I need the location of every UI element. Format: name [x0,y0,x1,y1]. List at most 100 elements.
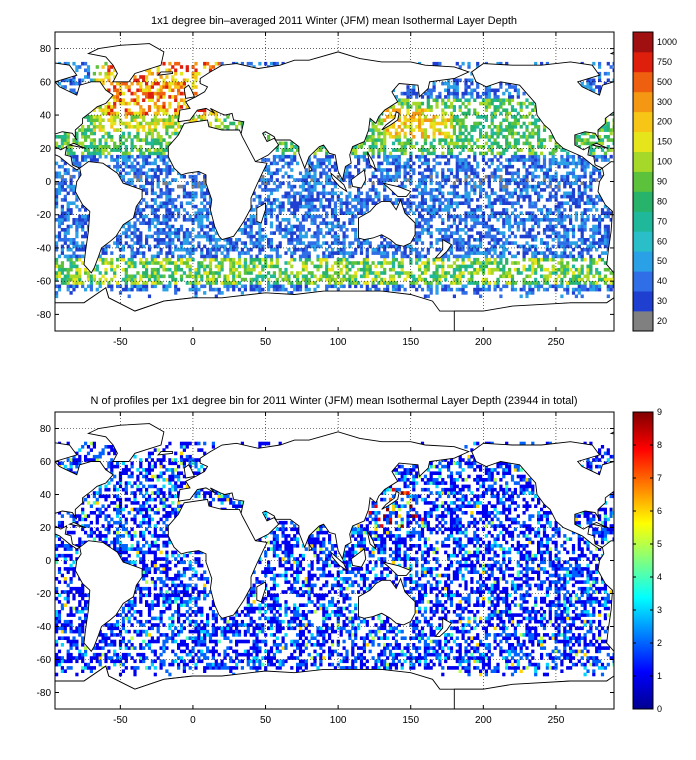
data-cell [400,145,404,149]
data-cell [252,284,256,289]
data-cell [269,247,274,252]
data-cell [496,131,500,136]
data-cell [470,261,474,265]
data-cell [188,191,192,196]
data-cell [400,201,404,205]
data-cell [397,264,401,269]
data-cell [493,154,497,159]
data-cell [441,267,445,272]
data-cell [345,271,349,275]
data-cell [571,271,576,275]
data-cell [461,121,465,126]
data-cell [121,98,125,102]
data-cell [357,171,361,176]
data-cell [499,181,503,186]
data-cell [563,164,567,169]
data-cell [508,164,512,169]
data-cell [139,244,143,249]
data-cell [133,174,137,179]
data-cell [130,247,134,252]
data-cell [528,131,532,136]
data-cell [252,267,256,272]
data-cell [92,141,96,146]
data-cell [177,267,181,272]
data-cell [600,251,605,255]
data-cell [84,148,88,152]
data-cell [200,251,204,255]
data-cell [171,231,175,235]
data-cell [522,188,526,192]
data-cell [298,271,303,275]
data-cell [214,294,218,299]
data-cell [156,168,160,172]
data-cell [322,145,326,149]
data-cell [447,234,451,239]
data-cell [156,154,160,159]
data-cell [383,141,387,146]
data-cell [551,271,555,275]
data-cell [560,281,564,285]
data-cell [412,88,416,93]
data-cell [412,161,416,166]
data-cell [127,274,131,279]
data-cell [101,125,105,129]
data-cell [127,224,131,229]
data-cell [145,91,149,96]
data-cell [147,234,152,239]
data-cell [133,234,137,239]
data-cell [57,174,62,179]
data-cell [197,267,201,272]
data-cell [121,141,125,146]
data-cell [406,91,410,96]
data-cell [449,171,454,176]
data-cell [55,174,59,179]
data-cell [174,261,178,265]
data-cell [423,221,427,225]
data-cell [400,261,404,265]
data-cell [426,151,430,156]
data-cell [63,141,67,146]
data-cell [357,168,361,172]
data-cell [110,251,114,255]
data-cell [226,257,230,262]
data-cell [269,208,274,212]
data-cell [563,181,567,186]
data-cell [182,231,186,235]
data-cell [255,257,259,262]
data-cell [415,251,419,255]
data-cell [603,81,607,86]
data-cell [168,234,172,239]
data-cell [203,284,207,289]
data-cell [281,228,285,232]
data-cell [432,118,436,122]
data-cell [357,188,361,192]
data-cell [168,168,172,172]
data-cell [554,251,558,255]
data-cell [513,181,517,186]
data-cell [563,271,567,275]
data-cell [496,128,500,132]
data-cell [455,118,459,122]
data-cell [484,161,488,166]
data-cell [333,208,337,212]
data-cell [275,284,279,289]
data-cell [426,218,430,222]
data-cell [290,154,294,159]
data-cell [531,108,535,112]
data-cell [458,194,462,199]
data-cell [66,244,70,249]
data-cell [357,194,361,199]
data-cell [319,261,323,265]
data-cell [101,135,105,139]
data-cell [168,251,172,255]
data-cell [81,214,85,219]
data-cell [150,168,154,172]
data-cell [493,238,497,242]
data-cell [165,168,169,172]
data-cell [598,228,602,232]
data-cell [444,284,448,289]
data-cell [537,208,541,212]
data-cell [455,164,459,169]
data-cell [432,138,436,142]
data-cell [415,188,419,192]
